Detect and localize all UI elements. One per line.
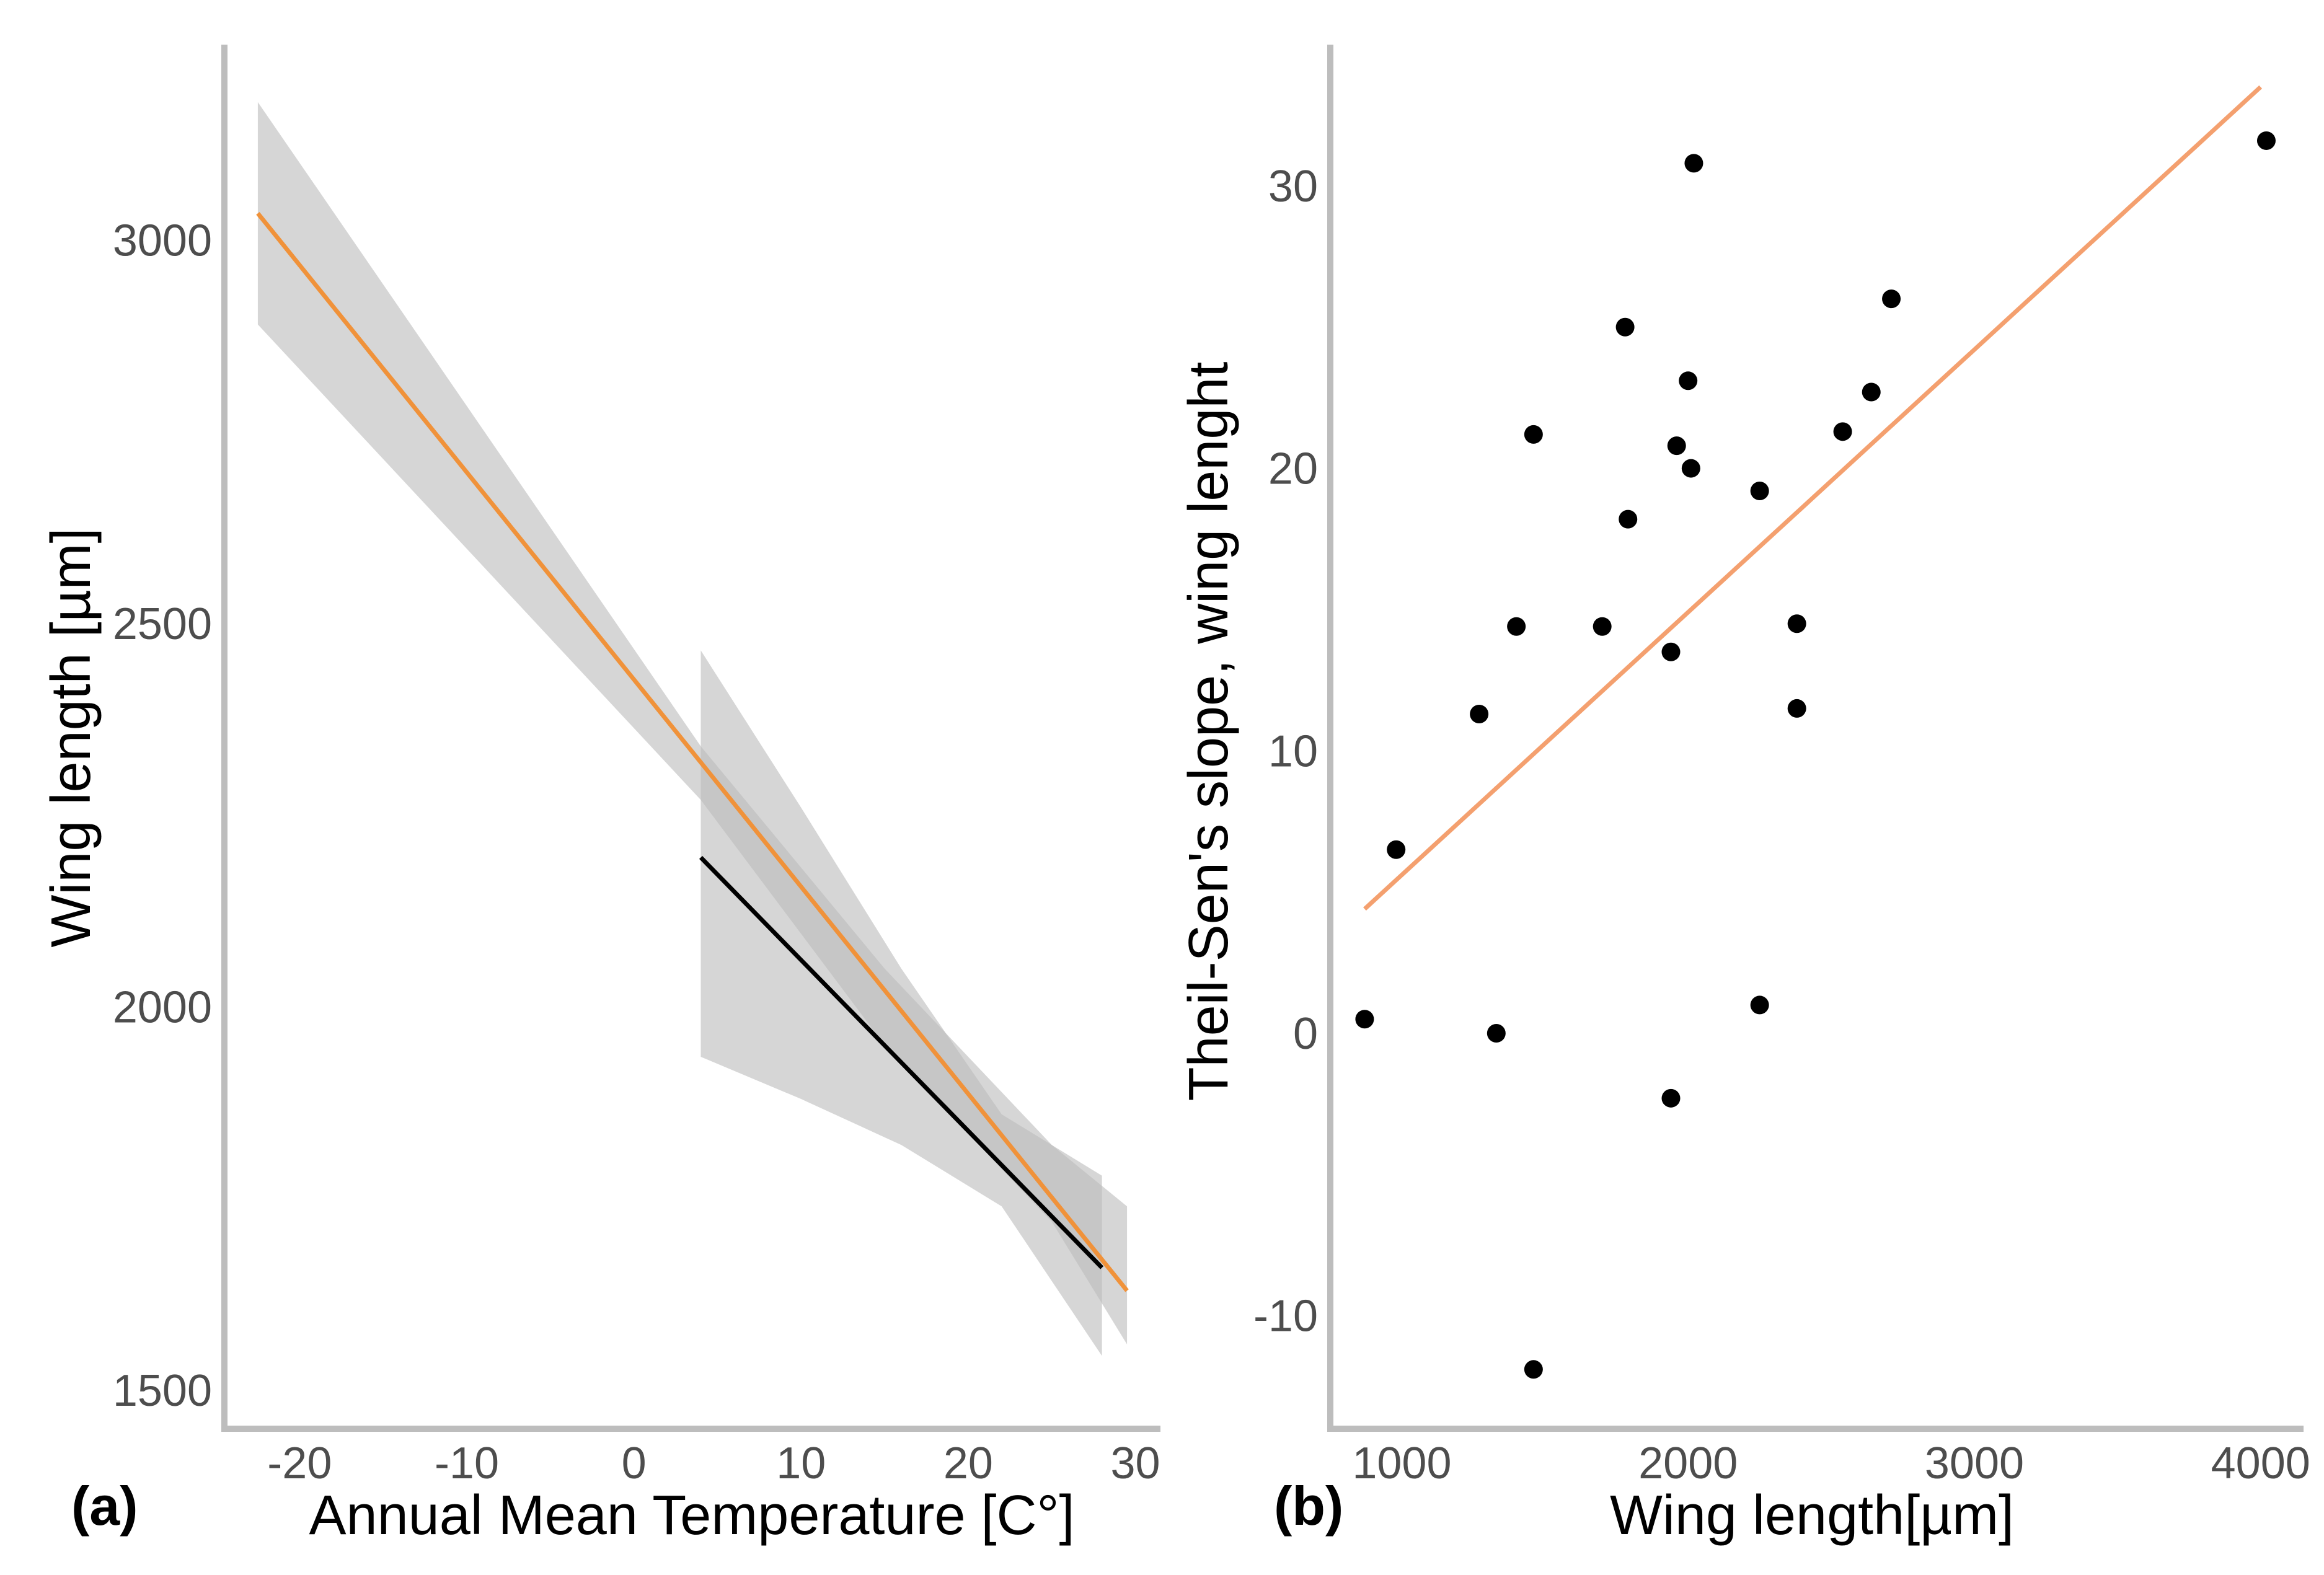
data-point	[1787, 614, 1806, 633]
x-tick-label: 1000	[1352, 1439, 1451, 1488]
regression-lines	[256, 211, 1129, 1292]
panel-b: -10 0 10 20 30 1000 2000 3000 4000 Wing length[…	[1178, 45, 2310, 1546]
data-point	[1679, 371, 1698, 390]
x-tick-label: -20	[267, 1439, 332, 1488]
data-point	[1661, 642, 1681, 661]
x-tick-label: 30	[1111, 1439, 1160, 1488]
x-axis-title: Annual Mean Temperature [C°]	[309, 1485, 1075, 1546]
x-tick-labels: 1000 2000 3000 4000	[1352, 1439, 2310, 1488]
y-tick-label: 10	[1268, 726, 1318, 776]
data-point	[1507, 617, 1526, 636]
y-tick-label: 20	[1268, 444, 1318, 494]
x-axis-title: Wing length[µm]	[1610, 1485, 2014, 1546]
y-axis-title: Theil-Sen's slope, wing lenght	[1178, 362, 1240, 1101]
data-point	[1667, 436, 1686, 456]
data-point	[1882, 289, 1901, 309]
confidence-bands	[257, 102, 1128, 1356]
x-tick-labels: -20 -10 0 10 20 30	[267, 1439, 1160, 1488]
x-tick-label: 3000	[1925, 1439, 2024, 1488]
data-point	[1524, 1360, 1543, 1379]
x-tick-label: 20	[943, 1439, 993, 1488]
x-tick-label: 4000	[2211, 1439, 2310, 1488]
data-point	[1750, 995, 1769, 1015]
y-tick-label: -10	[1253, 1292, 1318, 1341]
data-point	[1619, 510, 1638, 529]
y-tick-label: 2000	[113, 983, 212, 1033]
data-point	[1593, 617, 1612, 636]
fit-line-group	[1363, 85, 2263, 911]
x-tick-label: 2000	[1638, 1439, 1738, 1488]
data-point	[1681, 459, 1700, 478]
data-point	[1615, 317, 1635, 337]
regression-line-2	[699, 855, 1104, 1269]
x-tick-label: -10	[435, 1439, 499, 1488]
data-point	[1684, 154, 1703, 173]
data-point	[1487, 1024, 1506, 1043]
fit-line	[1363, 85, 2263, 911]
y-tick-labels: 1500 2000 2500 3000	[113, 216, 212, 1416]
y-tick-label: 2500	[113, 599, 212, 649]
panel-label-b: (b)	[1274, 1475, 1343, 1537]
data-point	[2256, 131, 2276, 150]
data-point	[1787, 699, 1806, 718]
x-tick-label: 0	[622, 1439, 647, 1488]
data-point	[1524, 425, 1543, 444]
regression-line-1	[256, 211, 1129, 1292]
panel-a: 1500 2000 2500 3000 -20 -10 0 10 20 30 Annual Me…	[40, 45, 1160, 1546]
y-tick-labels: -10 0 10 20 30	[1253, 162, 1318, 1341]
data-point	[1470, 705, 1489, 724]
data-point	[1661, 1088, 1681, 1108]
confidence-band-2	[700, 650, 1102, 1356]
y-tick-label: 3000	[113, 216, 212, 265]
scatter-points	[1355, 131, 2276, 1379]
x-tick-label: 10	[776, 1439, 826, 1488]
panel-label-a: (a)	[71, 1475, 138, 1537]
y-axis-title: Wing length [µm]	[40, 527, 102, 947]
y-tick-label: 1500	[113, 1366, 212, 1416]
data-point	[1750, 482, 1769, 501]
data-point	[1387, 840, 1406, 859]
data-point	[1862, 382, 1881, 402]
y-tick-label: 0	[1293, 1009, 1318, 1059]
data-point	[1833, 422, 1852, 441]
y-tick-label: 30	[1268, 162, 1318, 211]
data-point	[1355, 1010, 1374, 1029]
